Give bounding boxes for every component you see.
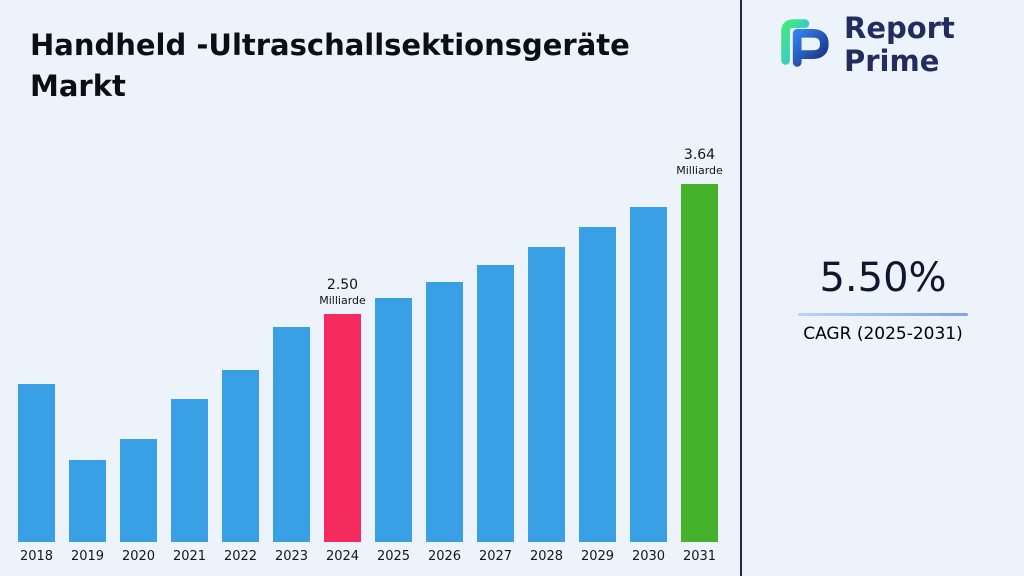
x-axis-label-2024: 2024 [325,549,360,564]
bar-chart: 2018 2019 2020 2021 2022 2023 2.50 Milliarde 202… [18,147,723,564]
bar-group-2019: 2019 [69,460,106,564]
chart-bar-2026 [426,282,463,542]
x-axis-label-2028: 2028 [529,549,564,564]
cagr-value: 5.50% [819,255,947,301]
bar-group-2025: 2025 [375,298,412,564]
bar-group-2030: 2030 [630,207,667,564]
x-axis-label-2031: 2031 [682,549,717,564]
x-axis-label-2026: 2026 [427,549,462,564]
cagr-underline [798,313,968,316]
bar-group-2031: 3.64 Milliarde 2031 [676,147,723,564]
bar-group-2027: 2027 [477,265,514,564]
x-axis-label-2025: 2025 [376,549,411,564]
x-axis-label-2023: 2023 [274,549,309,564]
chart-bar-2020 [120,439,157,542]
chart-bar-2021 [171,399,208,542]
x-axis-label-2022: 2022 [223,549,258,564]
x-axis-label-2020: 2020 [121,549,156,564]
bar-group-2022: 2022 [222,370,259,564]
report-prime-wordmark: Report Prime [844,11,955,79]
chart-bar-2027 [477,265,514,542]
chart-bar-2023 [273,327,310,542]
chart-bar-2025 [375,298,412,542]
report-prime-logo-icon [772,12,834,78]
x-axis-label-2018: 2018 [19,549,54,564]
page-title: Handheld -Ultraschallsektionsgeräte Mark… [30,28,630,104]
chart-bar-2029 [579,227,616,542]
vertical-divider [740,0,742,576]
bar-group-2021: 2021 [171,399,208,564]
bar-group-2020: 2020 [120,439,157,564]
chart-bar-2022 [222,370,259,542]
bar-group-2023: 2023 [273,327,310,564]
bar-value-label-2024: 2.50 Milliarde [319,276,366,308]
cagr-panel: 5.50% CAGR (2025-2031) [742,255,1024,344]
chart-bar-2024 [324,314,361,542]
report-prime-logo: Report Prime [772,11,955,79]
bar-group-2026: 2026 [426,282,463,564]
logo-word-prime: Prime [844,44,940,79]
x-axis-label-2019: 2019 [70,549,105,564]
bar-group-2029: 2029 [579,227,616,564]
x-axis-label-2030: 2030 [631,549,666,564]
bar-group-2028: 2028 [528,247,565,564]
chart-bar-2019 [69,460,106,542]
logo-word-report: Report [844,11,955,45]
chart-bar-2030 [630,207,667,542]
chart-bar-2031 [681,184,718,542]
cagr-label: CAGR (2025-2031) [803,324,963,344]
bar-value-label-2031: 3.64 Milliarde [676,146,723,178]
bar-group-2024: 2.50 Milliarde 2024 [319,277,366,564]
chart-bar-2018 [18,384,55,542]
x-axis-label-2029: 2029 [580,549,615,564]
x-axis-label-2027: 2027 [478,549,513,564]
chart-bar-2028 [528,247,565,542]
x-axis-label-2021: 2021 [172,549,207,564]
bar-group-2018: 2018 [18,384,55,564]
